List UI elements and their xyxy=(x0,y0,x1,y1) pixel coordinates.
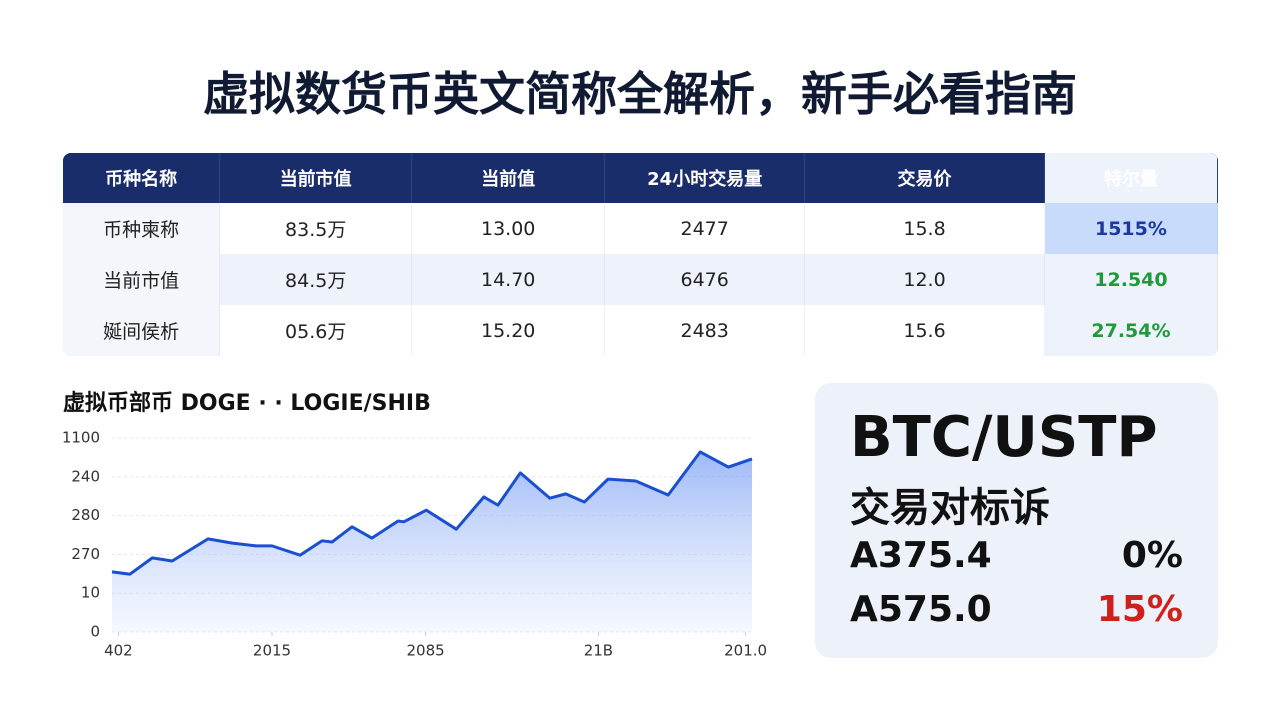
table-cell: 13.00 xyxy=(412,203,606,254)
card-title: BTC/USTP xyxy=(850,405,1158,470)
card: BTC/USTP 交易对标诉 A375.4 0% A575.0 15% xyxy=(815,383,1218,658)
card-row-name: A375.4 xyxy=(850,535,992,576)
y-tick-label: 10 xyxy=(81,584,100,602)
page-title: 虚拟数货币英文简称全解析，新手必看指南 xyxy=(203,67,1077,121)
table: 币种名称 当前市值 当前值 24小时交易量 交易价 特尔量 币种柬称 83.5万 13.00 24… xyxy=(63,153,1218,356)
card-row: A375.4 0% xyxy=(850,535,1183,576)
header-cell: 当前市值 xyxy=(220,153,413,203)
x-tick-label: 2085 xyxy=(407,642,445,660)
table-row: 娫间侯析 05.6万 15.20 2483 15.6 27.54% xyxy=(63,305,1218,356)
table-row: 币种柬称 83.5万 13.00 2477 15.8 1515% xyxy=(63,203,1218,254)
x-tick-label: 201.0 xyxy=(724,642,767,660)
table-cell: 14.70 xyxy=(412,254,606,305)
y-tick-label: 240 xyxy=(71,467,100,485)
table-cell: 娫间侯析 xyxy=(63,305,221,356)
card-row: A575.0 15% xyxy=(850,589,1183,630)
header-row: 币种名称 当前市值 当前值 24小时交易量 交易价 特尔量 xyxy=(63,153,1218,203)
card-row-name: A575.0 xyxy=(850,589,992,630)
y-tick-label: 280 xyxy=(71,506,100,524)
x-tick-label: 402 xyxy=(104,642,133,660)
table-cell: 15.6 xyxy=(805,305,1045,356)
table-cell: 12.0 xyxy=(805,254,1045,305)
header-cell: 当前值 xyxy=(412,153,606,203)
header-cell: 特尔量 xyxy=(1044,153,1218,203)
card-subtitle: 交易对标诉 xyxy=(850,485,1050,531)
table-cell: 84.5万 xyxy=(220,254,413,305)
table-cell: 2483 xyxy=(605,305,806,356)
table-cell: 6476 xyxy=(605,254,806,305)
table-cell: 05.6万 xyxy=(220,305,413,356)
y-tick-label: 0 xyxy=(90,623,100,641)
table-cell: 15.8 xyxy=(805,203,1045,254)
header-cell: 24小时交易量 xyxy=(605,153,806,203)
table-cell: 83.5万 xyxy=(220,203,413,254)
y-tick-label: 1100 xyxy=(62,429,100,447)
table-cell: 当前市值 xyxy=(63,254,221,305)
x-tick-label: 2015 xyxy=(253,642,291,660)
table-cell: 15.20 xyxy=(412,305,606,356)
card-row-value: 0% xyxy=(1121,535,1183,576)
header-cell: 交易价 xyxy=(805,153,1045,203)
table-row: 当前市值 84.5万 14.70 6476 12.0 12.540 xyxy=(63,254,1218,305)
table-cell: 27.54% xyxy=(1044,305,1218,356)
chart: 虚拟币部币 DOGE · · LOGIE/SHIB 0 10 270 280 240 110… xyxy=(62,390,767,660)
x-tick-label: 21B xyxy=(584,642,613,660)
chart-title: 虚拟币部币 DOGE · · LOGIE/SHIB xyxy=(63,390,431,416)
table-cell: 1515% xyxy=(1044,203,1218,254)
table-cell: 12.540 xyxy=(1044,254,1218,305)
card-row-value: 15% xyxy=(1096,589,1183,630)
area xyxy=(112,451,752,632)
table-cell: 币种柬称 xyxy=(63,203,221,254)
y-tick-label: 270 xyxy=(71,545,100,563)
line xyxy=(111,450,753,576)
table-cell: 2477 xyxy=(605,203,806,254)
header-cell: 币种名称 xyxy=(63,153,221,203)
